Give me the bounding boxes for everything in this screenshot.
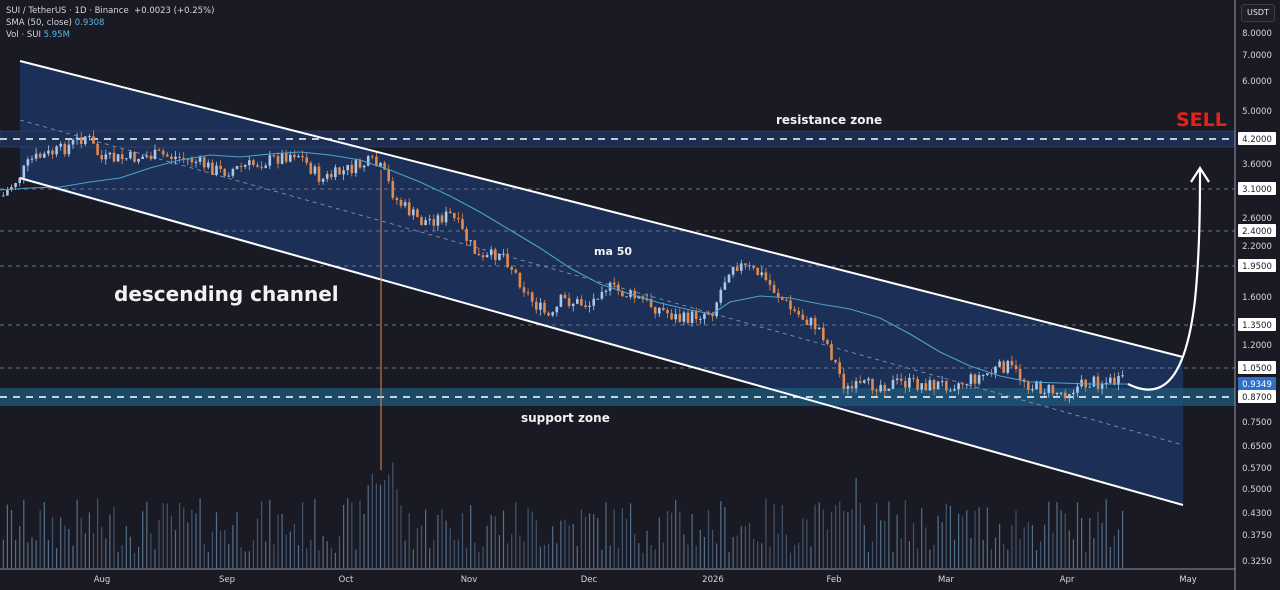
time-tick: Nov xyxy=(461,575,478,585)
price-tick: 6.0000 xyxy=(1242,77,1272,87)
price-tick: 0.5000 xyxy=(1242,485,1272,495)
price-tick: 2.6000 xyxy=(1242,214,1272,224)
price-tick: 8.0000 xyxy=(1242,29,1272,39)
sma-row[interactable]: SMA (50, close) 0.9308 xyxy=(6,17,214,29)
candles xyxy=(2,130,1124,403)
time-tick: Sep xyxy=(219,575,235,585)
time-tick: Apr xyxy=(1060,575,1075,585)
symbol-row: SUI / TetherUS · 1D · Binance +0.0023 (+… xyxy=(6,5,214,17)
channel-label: descending channel xyxy=(114,282,339,306)
sma-value: 0.9308 xyxy=(74,18,105,28)
price-tick: 5.0000 xyxy=(1242,107,1272,117)
price-tag: 1.9500 xyxy=(1242,262,1272,272)
level-lines xyxy=(0,188,1235,369)
time-tick: Feb xyxy=(826,575,841,585)
arrow-head-icon xyxy=(1190,165,1210,183)
price-tick: 0.3250 xyxy=(1242,557,1272,567)
resistance-zone-label: resistance zone xyxy=(776,113,882,127)
price-tag: 3.1000 xyxy=(1242,185,1272,195)
time-tick: Oct xyxy=(339,575,354,585)
price-tick: 2.2000 xyxy=(1242,242,1272,252)
ma-label: ma 50 xyxy=(594,245,632,258)
channel-midline xyxy=(19,119,1184,446)
price-tick: 7.0000 xyxy=(1242,51,1272,61)
price-tick: 0.4300 xyxy=(1242,509,1272,519)
symbol-label[interactable]: SUI / TetherUS · 1D · Binance xyxy=(6,6,129,16)
price-tick: 0.3750 xyxy=(1242,531,1272,541)
price-tag: 0.9349 xyxy=(1242,380,1272,390)
price-tick: 1.6000 xyxy=(1242,293,1272,303)
price-tick: 0.6500 xyxy=(1242,442,1272,452)
time-tick: Dec xyxy=(581,575,598,585)
price-tag: 0.8700 xyxy=(1242,393,1272,403)
price-tag: 1.3500 xyxy=(1242,321,1272,331)
sma-50-line xyxy=(0,151,1128,385)
volume-row[interactable]: Vol · SUI 5.95M xyxy=(6,29,214,41)
chart-legend: SUI / TetherUS · 1D · Binance +0.0023 (+… xyxy=(6,5,214,41)
price-tag: 4.2000 xyxy=(1242,135,1272,145)
volume-bars xyxy=(2,462,1124,568)
sell-signal: SELL xyxy=(1176,109,1227,131)
time-axis: Aug Sep Oct Nov Dec 2026 Feb Mar Apr May xyxy=(94,575,1197,585)
price-tag: 2.4000 xyxy=(1242,227,1272,237)
price-tick: 0.7500 xyxy=(1242,418,1272,428)
channel-lower-line xyxy=(19,177,1184,506)
price-axis: 8.0000 7.0000 6.0000 5.0000 4.2000 3.6000 3.10… xyxy=(1238,29,1276,567)
channel-upper-line xyxy=(19,60,1184,358)
time-tick: 2026 xyxy=(702,575,724,585)
price-tag: 1.0500 xyxy=(1242,364,1272,374)
sma-label: SMA (50, close) xyxy=(6,18,72,28)
price-change: +0.0023 (+0.25%) xyxy=(134,6,215,16)
currency-button[interactable]: USDT xyxy=(1241,4,1275,22)
time-tick: Mar xyxy=(938,575,955,585)
price-tick: 0.5700 xyxy=(1242,464,1272,474)
price-tick: 1.2000 xyxy=(1242,341,1272,351)
projection-arrow xyxy=(1127,169,1202,391)
volume-label: Vol · SUI xyxy=(6,30,41,40)
time-tick: Aug xyxy=(94,575,111,585)
price-tick: 3.6000 xyxy=(1242,160,1272,170)
volume-value: 5.95M xyxy=(43,30,70,40)
time-tick: May xyxy=(1179,575,1197,585)
support-zone-label: support zone xyxy=(521,411,610,425)
